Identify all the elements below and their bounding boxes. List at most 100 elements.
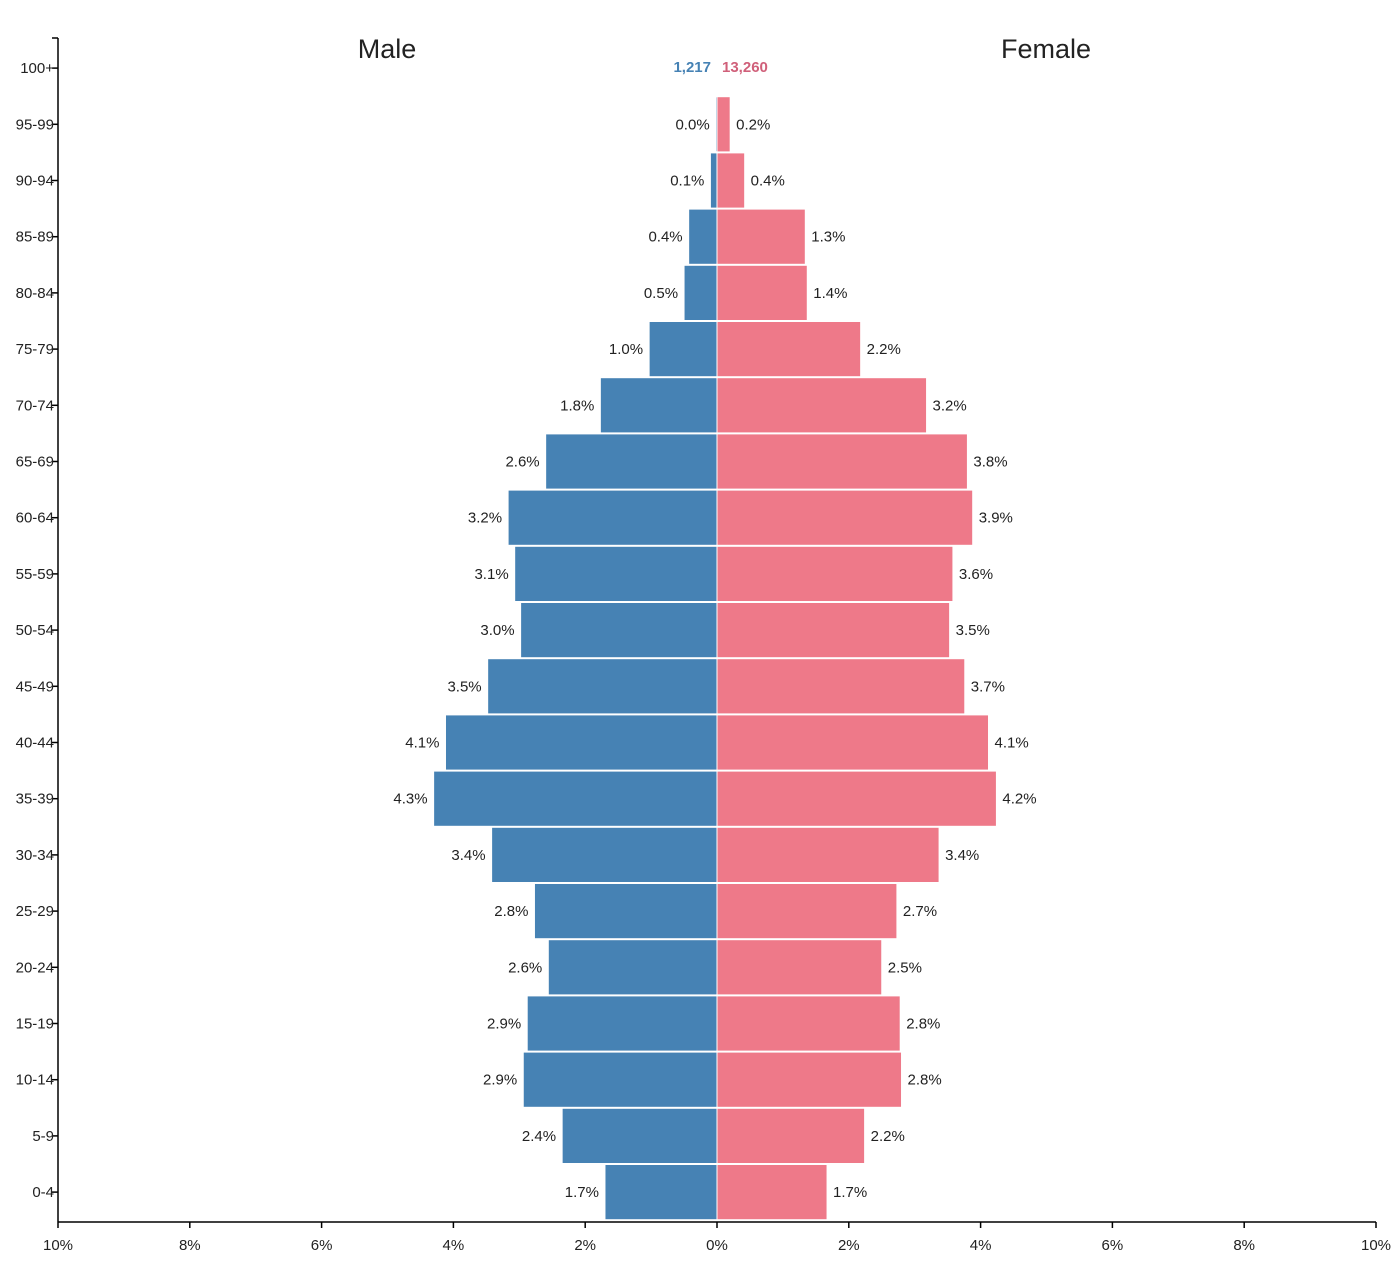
male-value-label: 2.9% (487, 1016, 521, 1033)
female-bar (716, 995, 901, 1052)
male-value-label: 1.0% (609, 341, 643, 358)
bars-layer (433, 96, 997, 1221)
male-value-label: 2.6% (505, 454, 539, 471)
female-value-label: 3.7% (971, 678, 1005, 695)
male-value-label: 0.5% (644, 285, 678, 302)
female-value-label: 3.6% (959, 566, 993, 583)
x-tick-label: 4% (970, 1237, 992, 1254)
age-group-label: 15-19 (16, 1016, 54, 1033)
male-bar (545, 433, 718, 490)
female-value-label: 2.8% (908, 1072, 942, 1089)
age-group-label: 35-39 (16, 791, 54, 808)
male-bar (599, 377, 718, 434)
male-bar (688, 208, 718, 265)
female-value-label: 2.7% (903, 903, 937, 920)
female-value-label: 2.2% (871, 1128, 905, 1145)
age-group-label: 85-89 (16, 229, 54, 246)
female-bar (716, 714, 990, 771)
male-value-label: 4.3% (393, 791, 427, 808)
female-value-label: 2.2% (867, 341, 901, 358)
male-top-bracket-count: 1,217 (673, 59, 711, 76)
female-bar (716, 96, 731, 153)
male-value-label: 2.4% (522, 1128, 556, 1145)
x-tick-label: 10% (1361, 1237, 1391, 1254)
age-group-label: 80-84 (16, 285, 54, 302)
female-value-label: 0.4% (751, 173, 785, 190)
age-group-label: 90-94 (16, 173, 54, 190)
age-group-label: 45-49 (16, 678, 54, 695)
age-group-label: 40-44 (16, 735, 54, 752)
age-group-label: 75-79 (16, 341, 54, 358)
male-bar (709, 152, 718, 209)
female-bar (716, 1107, 866, 1165)
male-bar (547, 939, 718, 996)
x-tick-label: 2% (574, 1237, 596, 1254)
female-bar (716, 545, 954, 602)
female-bar (716, 321, 862, 378)
female-value-label: 2.8% (906, 1016, 940, 1033)
x-tick-label: 8% (179, 1237, 201, 1254)
female-bar (716, 658, 966, 715)
male-value-label: 1.7% (565, 1184, 599, 1201)
female-bar (716, 1051, 903, 1108)
male-bar (526, 995, 718, 1052)
male-value-label: 0.0% (675, 116, 709, 133)
male-bar (520, 602, 718, 659)
male-value-label: 4.1% (405, 735, 439, 752)
male-bar (648, 321, 718, 378)
female-bar (716, 770, 997, 827)
female-bar (716, 433, 968, 490)
female-bar (716, 377, 928, 434)
male-value-label: 2.8% (494, 903, 528, 920)
age-group-label: 25-29 (16, 903, 54, 920)
female-bar (716, 1164, 828, 1221)
male-title: Male (358, 34, 417, 64)
female-value-label: 0.2% (736, 116, 770, 133)
female-bar (716, 152, 746, 209)
male-value-label: 3.0% (480, 622, 514, 639)
female-value-label: 4.1% (995, 735, 1029, 752)
male-value-label: 1.8% (560, 397, 594, 414)
male-value-label: 0.4% (648, 229, 682, 246)
female-bar (716, 264, 808, 321)
x-tick-label: 2% (838, 1237, 860, 1254)
male-value-label: 2.6% (508, 959, 542, 976)
female-value-label: 1.7% (833, 1184, 867, 1201)
age-group-label: 65-69 (16, 454, 54, 471)
male-bar (561, 1107, 718, 1165)
female-value-label: 2.5% (888, 959, 922, 976)
x-tick-label: 8% (1233, 1237, 1255, 1254)
age-group-label: 30-34 (16, 847, 54, 864)
age-group-label: 95-99 (16, 116, 54, 133)
female-value-label: 4.2% (1002, 791, 1036, 808)
female-bar (716, 883, 898, 940)
age-group-label: 60-64 (16, 510, 54, 527)
x-tick-label: 0% (706, 1237, 728, 1254)
axes-layer (52, 37, 1377, 1228)
age-group-label: 100+ (20, 60, 54, 77)
male-value-label: 3.5% (447, 678, 481, 695)
female-value-label: 3.8% (973, 454, 1007, 471)
age-group-label: 20-24 (16, 959, 54, 976)
male-bar (491, 826, 718, 883)
male-bar (604, 1164, 718, 1221)
male-value-label: 3.4% (451, 847, 485, 864)
x-tick-label: 6% (1102, 1237, 1124, 1254)
female-value-label: 1.4% (813, 285, 847, 302)
age-group-label: 0-4 (32, 1184, 54, 1201)
age-group-label: 55-59 (16, 566, 54, 583)
male-bar (683, 264, 718, 321)
male-bar (533, 883, 718, 940)
female-title: Female (1001, 34, 1091, 64)
male-value-label: 2.9% (483, 1072, 517, 1089)
male-value-label: 3.1% (474, 566, 508, 583)
labels-layer: 10% 8% 6% 4% 2% 0% 2% 4% 6% 8% 10% 100+ 95-99 0.0% 0.2… (16, 60, 1391, 1254)
age-group-label: 5-9 (32, 1128, 54, 1145)
female-bar (716, 939, 883, 996)
male-bar (444, 714, 718, 771)
male-bar (522, 1051, 718, 1108)
female-value-label: 3.5% (956, 622, 990, 639)
x-tick-label: 10% (43, 1237, 73, 1254)
age-group-label: 50-54 (16, 622, 54, 639)
